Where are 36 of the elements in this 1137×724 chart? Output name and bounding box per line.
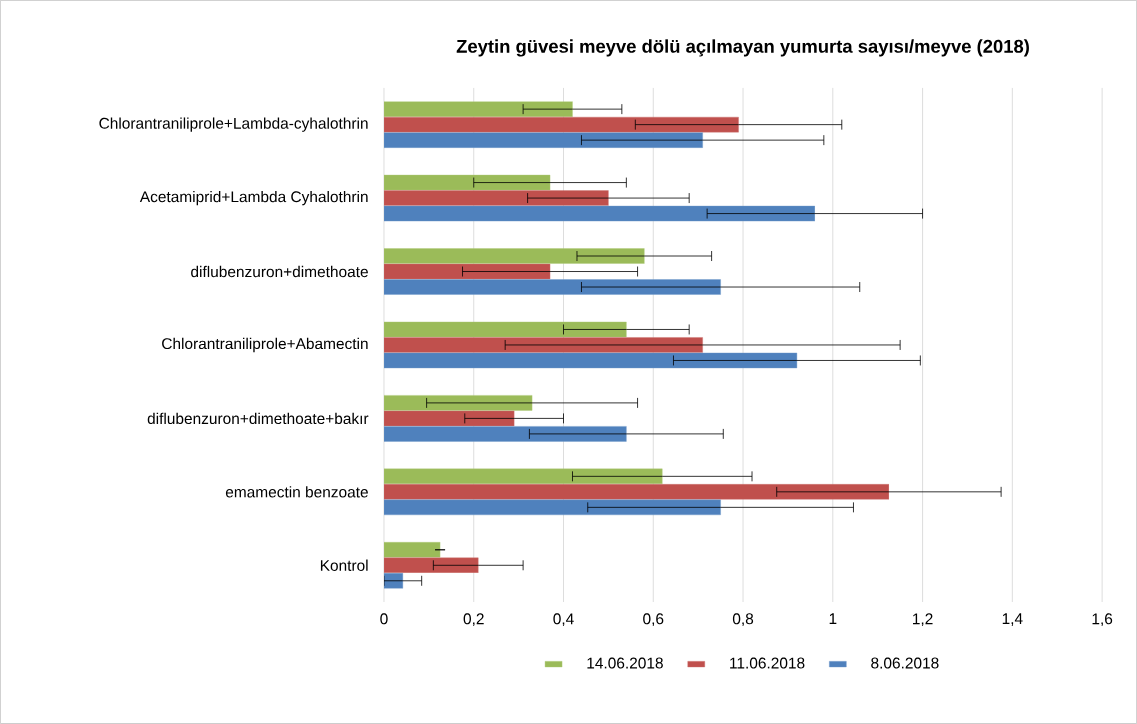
bar <box>383 116 739 133</box>
bar <box>383 205 816 222</box>
bar <box>383 484 890 500</box>
bar <box>383 499 721 516</box>
legend-label: 11.06.2018 <box>730 657 805 669</box>
chart-title: Zeytin güvesi meyve dölü açılmayan yumurta sayısı/meyve (2018) <box>456 39 1029 57</box>
bar <box>383 132 703 148</box>
x-tick-label: 1,6 <box>1092 613 1113 627</box>
x-tick-label: 0,6 <box>643 613 664 627</box>
x-tick-label: 0 <box>380 613 388 625</box>
bar <box>383 542 441 558</box>
y-tick-label: diflubenzuron+dimethoate <box>191 265 368 278</box>
legend-label: 14.06.2018 <box>587 657 663 669</box>
bar <box>383 248 645 264</box>
bar <box>383 174 551 191</box>
bar <box>383 279 721 295</box>
y-tick-label: Acetamiprid+Lambda Cyhalothrin <box>139 190 368 206</box>
y-tick-label: Chlorantraniliprole+Abamectin <box>162 337 368 353</box>
bar <box>383 557 479 574</box>
bar <box>383 190 609 206</box>
x-tick-label: 1,4 <box>1002 613 1023 626</box>
x-tick-label: 0,4 <box>553 613 574 627</box>
x-tick-label: 1,2 <box>913 613 933 627</box>
bar <box>383 426 627 442</box>
y-tick-label: emamectin benzoate <box>225 486 368 498</box>
y-tick-label: Kontrol <box>320 559 368 571</box>
y-tick-label: diflubenzuron+dimethoate+bakır <box>147 412 369 425</box>
y-tick-label: Chlorantraniliprole+Lambda-cyhalothrin <box>99 117 368 132</box>
bar <box>383 352 798 369</box>
legend-label: 8.06.2018 <box>871 657 939 669</box>
bar <box>383 468 663 485</box>
x-tick-label: 0,2 <box>463 613 484 627</box>
bar <box>383 410 515 427</box>
x-tick-label: 1 <box>829 613 837 625</box>
bar <box>383 321 627 338</box>
x-tick-label: 0,8 <box>732 613 754 627</box>
